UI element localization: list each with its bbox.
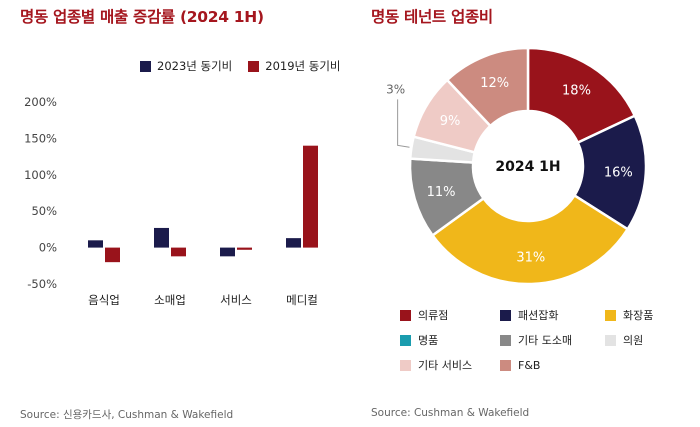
legend-swatch-series-2 — [248, 60, 260, 72]
x-tick-label: 서비스 — [220, 293, 252, 307]
legend-item-series-1: 2023년 동기비 — [140, 58, 232, 74]
donut-slice — [572, 114, 648, 231]
bar — [237, 247, 252, 250]
bar-chart-legend: 2023년 동기비 2019년 동기비 — [140, 58, 341, 74]
slice-label: 31% — [516, 250, 545, 265]
donut-slice — [430, 193, 630, 286]
legend-swatch-series-1 — [140, 60, 151, 72]
slice-label: 16% — [604, 166, 633, 181]
legend-item: 기타 서비스 — [400, 357, 500, 373]
donut-slice — [445, 46, 530, 128]
legend-swatch — [400, 334, 411, 346]
x-tick-label: 소매업 — [154, 293, 186, 307]
legend-label: F&B — [518, 358, 541, 372]
legend-label: 패션잡화 — [518, 309, 559, 322]
y-tick-label: 200% — [24, 95, 57, 109]
legend-label: 의원 — [623, 334, 644, 347]
bar — [154, 227, 169, 248]
x-tick-label: 메디컬 — [286, 293, 318, 307]
legend-label: 화장품 — [623, 309, 654, 322]
legend-item: 명품 — [400, 332, 500, 348]
y-tick-label: 150% — [24, 131, 57, 145]
legend-label: 기타 서비스 — [418, 359, 473, 372]
legend-label: 명품 — [418, 334, 439, 347]
bar-chart-title: 명동 업종별 매출 증감률 (2024 1H) — [20, 8, 264, 26]
slice-label: 18% — [562, 84, 591, 99]
legend-item: 의원 — [605, 332, 690, 348]
donut-chart-title: 명동 테넌트 업종비 — [371, 8, 493, 26]
bar — [303, 145, 318, 248]
slice-label: 12% — [480, 76, 509, 91]
bar — [220, 247, 235, 257]
slice-label: 11% — [427, 185, 456, 200]
y-tick-label: 50% — [31, 204, 57, 218]
bar-chart: -50% 0% 50% 100% 150% 200% 음식업 소매업 서비스 메디컬 — [24, 95, 318, 307]
donut-chart-source: Source: Cushman & Wakefield — [371, 407, 530, 419]
legend-swatch — [500, 309, 511, 321]
legend-swatch — [605, 309, 616, 321]
slice-leader-line — [397, 99, 410, 148]
legend-label-series-2: 2019년 동기비 — [265, 59, 341, 73]
legend-swatch — [400, 359, 411, 371]
bar — [105, 247, 120, 263]
bar — [171, 247, 186, 257]
bar-chart-source: Source: 신용카드사, Cushman & Wakefield — [20, 409, 234, 421]
legend-item: 패션잡화 — [500, 307, 605, 323]
legend-item: 화장품 — [605, 307, 690, 323]
y-tick-label: -50% — [27, 277, 57, 291]
donut-center-label: 2024 1H — [495, 159, 560, 175]
legend-swatch — [605, 334, 616, 346]
legend-item-series-2: 2019년 동기비 — [248, 58, 341, 74]
legend-swatch — [500, 359, 511, 371]
legend-label-series-1: 2023년 동기비 — [157, 59, 233, 73]
bar — [88, 240, 103, 248]
y-tick-label: 100% — [24, 168, 57, 182]
y-tick-label: 0% — [39, 241, 57, 255]
legend-swatch — [500, 334, 511, 346]
legend-item: 의류점 — [400, 307, 500, 323]
donut-chart: 18% 16% 31% 11% 3% 9% 12% 2024 1H — [386, 46, 648, 286]
legend-item: F&B — [500, 357, 605, 373]
legend-item: 기타 도소매 — [500, 332, 605, 348]
slice-label: 3% — [386, 82, 405, 96]
legend-label: 기타 도소매 — [518, 334, 573, 347]
legend-swatch — [400, 309, 411, 321]
slice-label: 9% — [440, 114, 461, 129]
legend-label: 의류점 — [418, 309, 449, 322]
x-tick-label: 음식업 — [88, 293, 120, 307]
bar — [286, 238, 301, 248]
